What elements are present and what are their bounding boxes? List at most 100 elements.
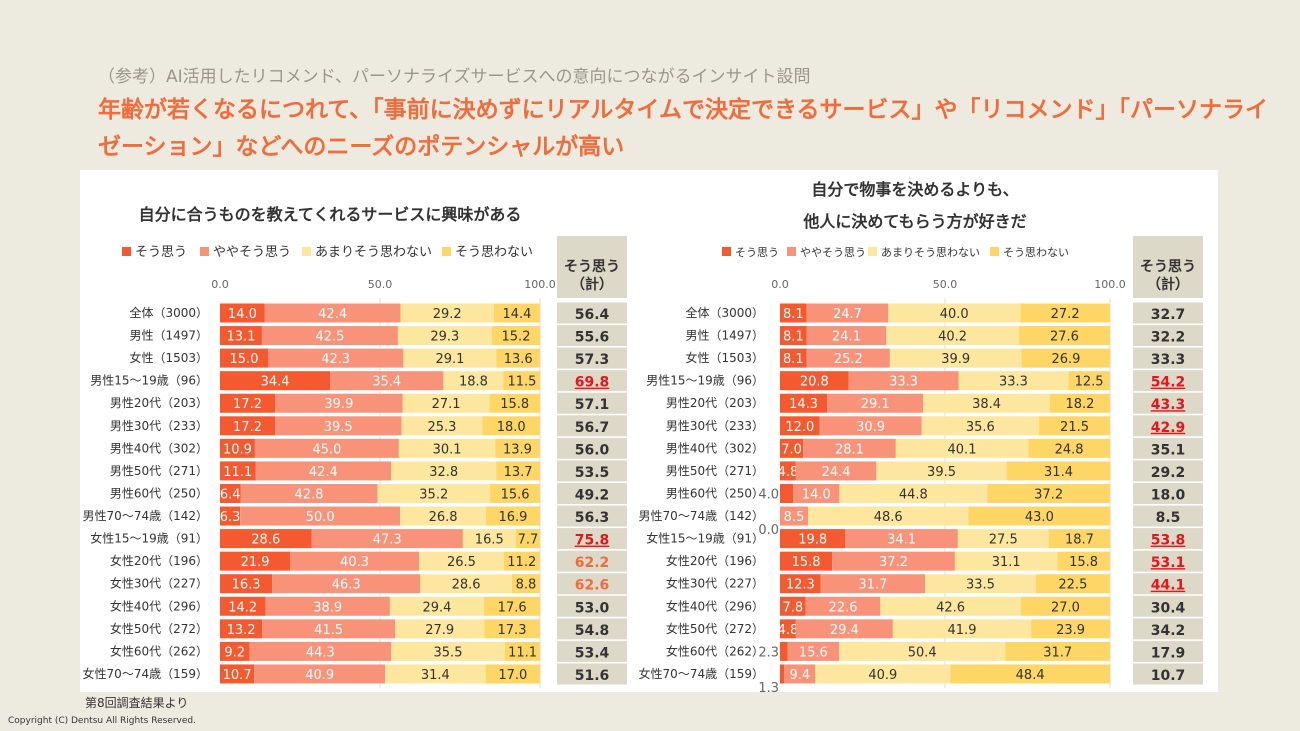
bar-segment	[485, 664, 540, 684]
bar-segment	[1020, 303, 1110, 323]
data-label: 28.1	[835, 442, 864, 457]
data-label: 29.3	[430, 330, 459, 345]
x-tick-label: 0.0	[771, 278, 789, 291]
data-label: 33.5	[966, 578, 995, 593]
bar-segment	[780, 393, 828, 413]
chart-title: 他人に決めてもらう方が好きだ	[802, 212, 1026, 231]
summary-cell	[1133, 663, 1203, 685]
bar-segment	[503, 551, 540, 571]
summary-value: 56.4	[575, 307, 610, 323]
category-label: 男性50代（271）	[666, 464, 764, 478]
summary-cell	[1133, 392, 1203, 414]
summary-cell	[557, 595, 627, 617]
data-label: 41.5	[314, 623, 343, 638]
bar-segment	[490, 483, 540, 503]
bar-segment	[261, 326, 398, 346]
bar-segment	[511, 574, 540, 594]
x-tick-label: 50.0	[933, 278, 958, 291]
bar-segment	[1020, 596, 1110, 616]
bar-segment	[290, 551, 420, 571]
category-label: 男性40代（302）	[666, 441, 764, 455]
summary-cell	[557, 550, 627, 572]
legend-label: そう思わない	[455, 245, 533, 260]
data-label: 40.9	[868, 668, 897, 683]
bar-segment	[485, 506, 540, 526]
summary-cell	[1133, 370, 1203, 392]
bar-segment	[780, 371, 849, 391]
legend-label: そう思う	[135, 245, 187, 260]
bar-segment	[398, 438, 496, 458]
bar-segment	[220, 461, 256, 481]
legend-swatch	[990, 247, 999, 256]
data-label: 42.8	[294, 487, 323, 502]
summary-value: 56.7	[575, 420, 610, 436]
summary-value: 8.5	[1156, 510, 1181, 526]
category-label: 女性40代（296）	[666, 598, 764, 613]
bar-segment	[240, 483, 378, 503]
data-label: 38.9	[313, 600, 342, 615]
category-label: 女性60代（262）	[110, 643, 208, 658]
data-label: 27.9	[425, 623, 454, 638]
data-label: 25.3	[427, 420, 456, 435]
bar-segment	[795, 461, 877, 481]
data-label: 39.9	[941, 352, 970, 367]
data-label: 37.2	[1034, 487, 1063, 502]
bar-segment	[220, 393, 276, 413]
summary-value: 55.6	[575, 330, 610, 346]
category-label: 女性60代（262）	[666, 643, 764, 658]
category-label: 男性30代（233）	[110, 419, 208, 433]
summary-value: 56.0	[575, 442, 610, 458]
data-label: 18.8	[459, 375, 488, 390]
data-label: 33.3	[889, 375, 918, 390]
data-label: 46.3	[332, 578, 361, 593]
data-label: 42.4	[309, 465, 338, 480]
data-label: 0.0	[758, 523, 779, 538]
summary-value: 62.2	[575, 555, 610, 571]
data-label: 33.3	[999, 375, 1028, 390]
data-label: 8.1	[783, 307, 804, 322]
data-label: 48.4	[1016, 668, 1045, 683]
summary-cell	[557, 482, 627, 504]
data-label: 17.6	[498, 600, 527, 615]
summary-value: 62.6	[575, 578, 610, 594]
data-label: 34.1	[887, 533, 916, 548]
bar-segment	[780, 596, 806, 616]
summary-cell	[557, 640, 627, 662]
summary-value: 42.9	[1151, 420, 1186, 436]
data-label: 2.3	[758, 645, 779, 660]
category-label: 男性40代（302）	[110, 441, 208, 455]
category-label: 男性50代（271）	[110, 464, 208, 478]
data-label: 29.2	[433, 307, 462, 322]
data-label: 4.8	[778, 623, 799, 638]
bar-segment	[780, 664, 785, 684]
bar-segment	[503, 371, 541, 391]
data-label: 20.8	[800, 375, 829, 390]
bar-segment	[397, 326, 492, 346]
data-label: 23.9	[1056, 623, 1085, 638]
bar-segment	[968, 506, 1111, 526]
data-label: 15.8	[1069, 555, 1098, 570]
bar-segment	[957, 529, 1049, 549]
bar-segment	[515, 529, 541, 549]
data-label: 42.5	[315, 330, 344, 345]
bar-segment	[220, 641, 250, 661]
category-label: 女性70～74歳（159）	[639, 666, 764, 681]
bar-segment	[793, 483, 840, 503]
summary-cell	[557, 618, 627, 640]
bar-segment	[220, 664, 255, 684]
summary-cell	[557, 392, 627, 414]
bar-segment	[484, 596, 541, 616]
summary-value: 69.8	[575, 375, 610, 391]
bar-segment	[268, 348, 404, 368]
bar-segment	[950, 664, 1110, 684]
data-label: 35.5	[434, 645, 463, 660]
x-tick-label: 100.0	[524, 278, 556, 291]
summary-value: 57.3	[575, 352, 610, 368]
summary-header-box	[1133, 236, 1203, 298]
bar-segment	[806, 303, 889, 323]
summary-cell	[1133, 550, 1203, 572]
data-label: 31.4	[1044, 465, 1073, 480]
bar-segment	[1057, 551, 1110, 571]
bar-segment	[839, 483, 988, 503]
